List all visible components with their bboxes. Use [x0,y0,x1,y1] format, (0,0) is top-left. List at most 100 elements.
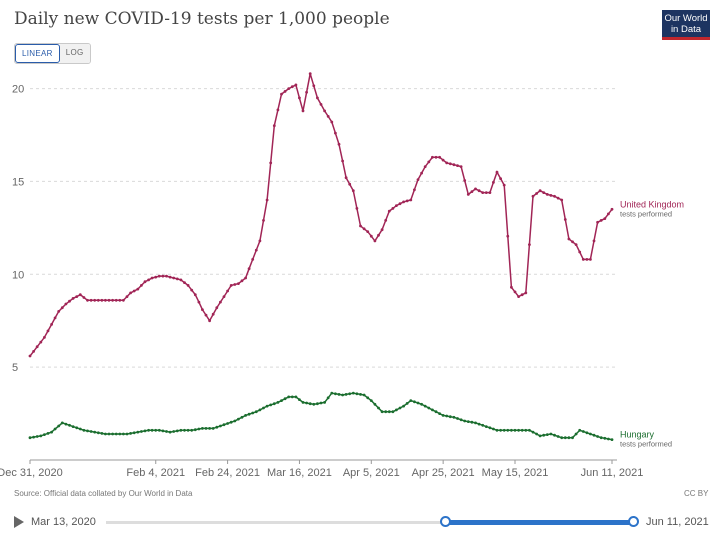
data-point [359,393,362,396]
data-point [589,432,592,436]
data-point [53,316,57,320]
x-tick-label: Feb 4, 2021 [126,467,185,479]
data-point [484,191,488,195]
data-point [596,435,599,438]
data-point [280,92,283,96]
data-point [233,419,237,423]
data-point [211,312,215,316]
data-point [607,437,610,441]
data-point [578,250,582,254]
x-tick-label: Feb 24, 2021 [195,467,260,479]
y-tick-label: 15 [12,176,24,188]
scale-toggle: LINEAR LOG [14,43,91,64]
data-point [43,336,46,339]
data-point [168,430,172,434]
data-point [305,90,308,94]
data-point [82,428,86,432]
data-point [298,96,301,100]
data-point [402,404,405,408]
data-point [272,402,276,406]
data-point [240,279,244,283]
data-point [276,401,280,404]
data-point [452,415,456,419]
data-point [125,295,129,298]
data-point [265,198,269,202]
license-label[interactable]: CC BY [684,489,709,498]
data-point [596,220,599,224]
data-point [50,323,53,326]
data-point [445,161,449,165]
data-point [96,431,100,435]
data-point [283,397,287,401]
play-icon[interactable] [14,516,24,528]
data-point [427,160,431,164]
data-point [111,432,114,436]
data-point [28,436,32,440]
data-point [553,433,556,437]
data-point [348,182,352,186]
data-point [585,431,589,435]
data-point [39,434,43,438]
data-point [545,193,549,196]
timeline-start-handle[interactable] [440,516,451,527]
data-point [154,275,158,279]
data-point [287,87,291,90]
data-point [219,300,222,304]
data-point [150,276,154,280]
data-point [276,108,280,112]
timeline-selected-range[interactable] [446,520,634,525]
data-point [560,436,564,440]
data-point [553,194,556,198]
data-point [531,430,535,434]
data-point [571,436,574,440]
data-point [258,408,262,412]
data-point [82,296,86,299]
data-point [520,428,524,432]
data-point [150,428,154,432]
data-point [599,436,603,440]
data-point [538,434,542,438]
data-point [64,302,68,306]
data-point [387,209,391,213]
data-point [308,72,312,76]
data-point [377,233,380,237]
data-point [283,90,287,93]
owid-logo[interactable]: Our World in Data [662,10,710,40]
data-point [57,424,61,428]
data-point [463,179,467,182]
data-point [362,393,366,397]
data-point [330,120,334,124]
data-point [502,183,506,187]
timeline-start-label: Mar 13, 2020 [31,516,96,528]
data-point [603,436,607,440]
data-point [190,288,194,292]
data-point [190,428,194,432]
timeline-track[interactable] [106,521,634,524]
data-point [319,401,323,405]
log-scale-button[interactable]: LOG [59,44,90,63]
data-point [463,419,467,423]
data-point [78,293,82,297]
data-point [348,392,352,396]
data-point [140,284,143,287]
data-point [387,410,391,414]
data-point [78,427,82,431]
data-point [316,402,319,406]
data-point [129,291,133,295]
data-point [60,306,64,310]
data-point [298,398,301,401]
x-tick-label: Jun 11, 2021 [581,467,644,479]
data-point [262,219,265,222]
data-point [326,396,330,400]
timeline-end-handle[interactable] [628,516,639,527]
data-point [111,298,114,302]
data-point [398,202,402,206]
data-point [499,177,502,181]
data-point [395,204,398,208]
timeline: Mar 13, 2020 Jun 11, 2021 [0,508,720,534]
timeline-end-label: Jun 11, 2021 [646,516,709,528]
series-label: Hungary [620,430,655,440]
linear-scale-button[interactable]: LINEAR [15,44,60,63]
x-tick-label: Dec 31, 2020 [0,467,63,479]
data-point [86,298,89,302]
